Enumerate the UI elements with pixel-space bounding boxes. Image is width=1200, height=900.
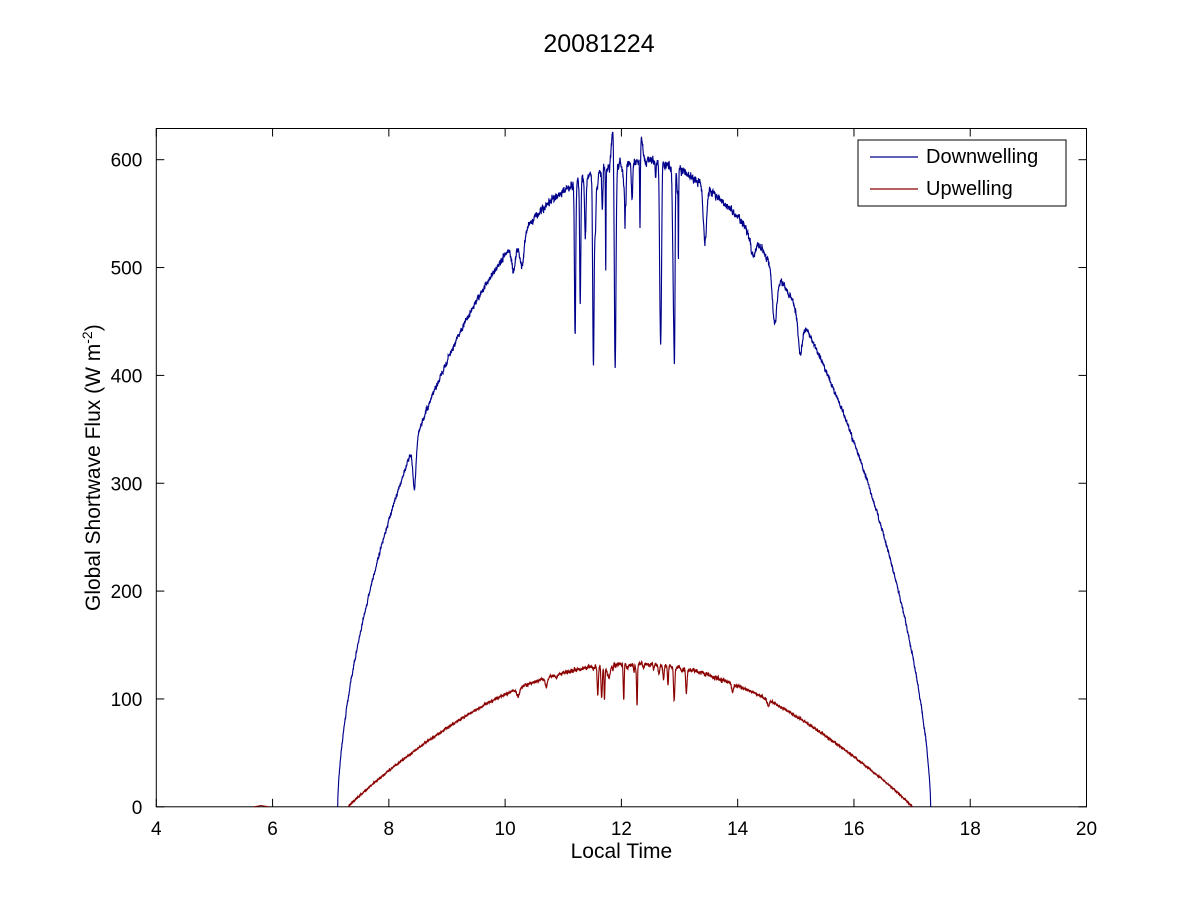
svg-text:10: 10: [495, 819, 516, 840]
svg-text:Downwelling: Downwelling: [926, 146, 1038, 168]
svg-text:8: 8: [384, 819, 395, 840]
svg-text:6: 6: [267, 819, 278, 840]
svg-text:14: 14: [727, 819, 749, 840]
svg-text:12: 12: [611, 819, 632, 840]
svg-text:20: 20: [1076, 819, 1097, 840]
svg-text:16: 16: [843, 819, 864, 840]
svg-text:20081224: 20081224: [543, 30, 654, 58]
svg-text:Local Time: Local Time: [571, 840, 673, 863]
svg-text:Global Shortwave Flux (W m-2): Global Shortwave Flux (W m-2): [79, 324, 105, 611]
svg-text:4: 4: [151, 819, 162, 840]
svg-text:18: 18: [960, 819, 981, 840]
svg-text:300: 300: [111, 474, 143, 495]
svg-text:100: 100: [111, 690, 143, 711]
svg-text:500: 500: [111, 259, 143, 280]
svg-text:Upwelling: Upwelling: [926, 178, 1013, 200]
svg-text:200: 200: [111, 582, 143, 603]
svg-text:400: 400: [111, 366, 143, 387]
svg-text:600: 600: [111, 151, 143, 172]
svg-text:0: 0: [132, 798, 143, 819]
